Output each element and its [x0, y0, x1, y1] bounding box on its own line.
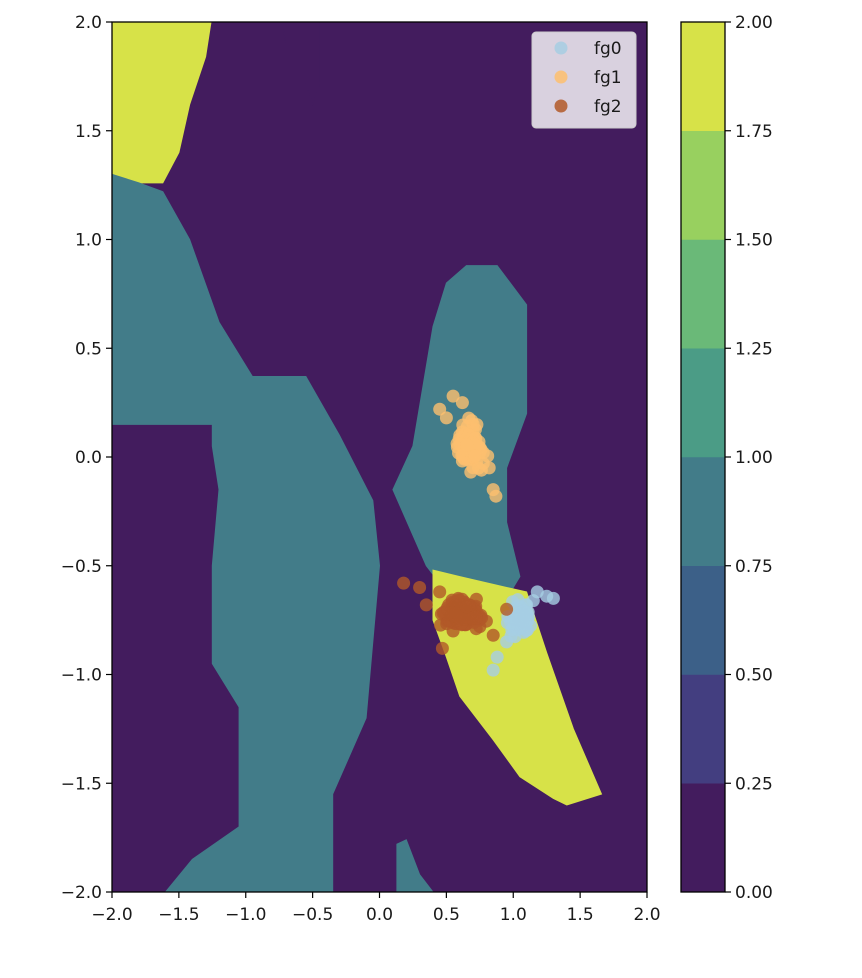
colorbar-band-5 — [680, 239, 726, 349]
point-fg2-151 — [434, 618, 447, 632]
colorbar-band-3 — [680, 456, 726, 566]
point-fg2-0 — [397, 576, 411, 590]
point-fg2-2 — [433, 585, 447, 599]
colorbar-band-1 — [680, 674, 726, 784]
point-fg1-1 — [446, 389, 460, 403]
x-tick-label-0: −2.0 — [91, 905, 132, 925]
point-fg2-167 — [469, 611, 483, 625]
series-fg0 — [486, 585, 560, 677]
series-fg2 — [397, 576, 514, 655]
y-tick-label-8: −2.0 — [61, 883, 102, 903]
x-tick-label-4: 0.0 — [366, 905, 393, 925]
colorbar-tick-label-1: 0.25 — [735, 774, 773, 794]
y-tick-label-6: −1.0 — [61, 666, 102, 686]
x-tick-label-5: 0.5 — [433, 905, 460, 925]
point-fg1-95 — [470, 418, 484, 432]
x-tick-label-7: 1.5 — [567, 905, 594, 925]
y-axis: 2.0 1.5 1.0 0.5 0.0 −0.5 −1.0 −1.5 −2.0 — [61, 13, 112, 903]
legend: fg0 fg1 fg2 — [531, 31, 637, 129]
y-tick-label-2: 1.0 — [75, 231, 102, 251]
point-fg2-7 — [419, 598, 433, 612]
point-fg1-98 — [460, 438, 474, 452]
point-fg0-2 — [546, 591, 560, 605]
y-tick-label-4: 0.0 — [75, 448, 102, 468]
point-fg2-156 — [469, 622, 483, 636]
colorbar-tick-label-0: 0.00 — [735, 883, 773, 903]
scatter-points — [397, 389, 560, 677]
x-tick-label-2: −1.0 — [225, 905, 266, 925]
point-fg1-2 — [455, 396, 469, 410]
legend-label-fg2: fg2 — [594, 97, 622, 117]
colorbar-tick-label-6: 1.50 — [735, 231, 773, 251]
y-tick-label-5: −0.5 — [61, 557, 102, 577]
point-fg2-157 — [445, 593, 459, 607]
point-fg0-6 — [490, 650, 504, 664]
colorbar-tick-label-7: 1.75 — [735, 122, 773, 142]
y-tick-label-3: 0.5 — [75, 339, 102, 359]
colorbar-band-7 — [680, 21, 726, 131]
legend-label-fg1: fg1 — [594, 68, 622, 88]
y-tick-label-1: 1.5 — [75, 122, 102, 142]
colorbar-tick-label-3: 0.75 — [735, 557, 773, 577]
point-fg0-7 — [486, 663, 500, 677]
x-tick-label-1: −1.5 — [158, 905, 199, 925]
colorbar-tick-label-8: 2.00 — [735, 13, 773, 33]
colorbar: 0.00 0.25 0.50 0.75 1.00 1.25 1.50 1.75 2.00 — [680, 13, 773, 903]
point-fg2-6 — [435, 641, 449, 655]
point-fg0-64 — [518, 614, 532, 628]
legend-marker-fg1 — [554, 70, 568, 84]
colorbar-band-2 — [680, 565, 726, 675]
legend-marker-fg0 — [554, 41, 568, 55]
y-tick-label-0: 2.0 — [75, 13, 102, 33]
point-fg1-7 — [489, 489, 503, 503]
contour-region-1 — [112, 173, 381, 892]
point-fg2-8 — [500, 602, 514, 616]
point-fg2-169 — [462, 598, 476, 612]
colorbar-tick-label-4: 1.00 — [735, 448, 773, 468]
plot-area — [111, 21, 648, 893]
legend-marker-fg2 — [554, 99, 568, 113]
colorbar-band-4 — [680, 348, 726, 458]
colorbar-band-6 — [680, 130, 726, 240]
x-tick-label-8: 2.0 — [633, 905, 660, 925]
point-fg1-99 — [468, 449, 482, 463]
colorbar-tick-label-2: 0.50 — [735, 666, 773, 686]
colorbar-band-0 — [680, 783, 726, 893]
x-axis: −2.0 −1.5 −1.0 −0.5 0.0 0.5 1.0 1.5 2.0 — [91, 892, 661, 925]
legend-label-fg0: fg0 — [594, 39, 622, 59]
y-tick-label-7: −1.5 — [61, 774, 102, 794]
point-fg1-9 — [439, 411, 453, 425]
x-tick-label-3: −0.5 — [292, 905, 333, 925]
series-fg1 — [433, 389, 503, 503]
contour-region-2 — [281, 22, 320, 107]
point-fg2-168 — [443, 606, 457, 620]
point-fg1-77 — [472, 461, 485, 475]
colorbar-tick-label-5: 1.25 — [735, 339, 773, 359]
contour-region-5 — [396, 839, 434, 892]
point-fg2-153 — [479, 614, 493, 628]
point-fg2-1 — [413, 581, 427, 594]
point-fg2-5 — [486, 628, 500, 642]
x-tick-label-6: 1.0 — [500, 905, 527, 925]
